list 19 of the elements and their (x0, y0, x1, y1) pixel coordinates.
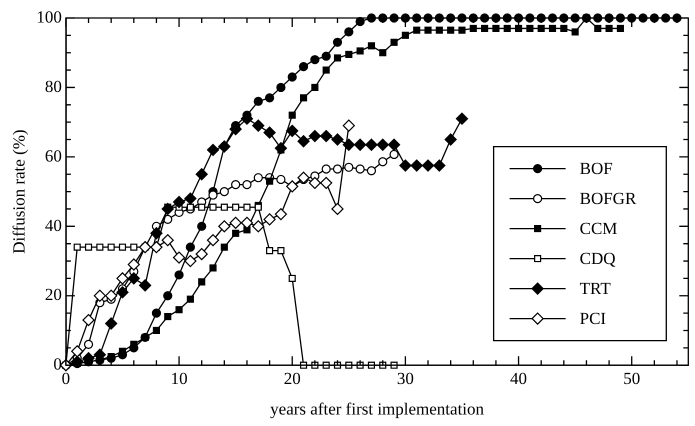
legend-label: CCM (580, 219, 618, 238)
legend-label: BOFGR (580, 189, 637, 208)
legend-label: PCI (580, 309, 606, 328)
x-tick-label: 50 (623, 368, 640, 388)
legend-label: TRT (580, 279, 612, 298)
y-tick-label: 80 (44, 76, 62, 96)
y-tick-label: 100 (36, 7, 62, 26)
legend-label: BOF (580, 159, 613, 178)
legend-label: CDQ (580, 249, 616, 268)
y-tick-label: 60 (44, 146, 62, 166)
x-tick-label: 10 (170, 368, 188, 388)
x-axis-title: years after first implementation (270, 399, 485, 418)
y-tick-label: 20 (44, 285, 62, 304)
x-tick-label: 20 (284, 368, 301, 388)
y-tick-label: 40 (44, 216, 62, 235)
y-tick-label: 0 (53, 354, 62, 374)
y-axis-title: Diffusion rate (%) (10, 129, 29, 254)
x-tick-label: 40 (510, 368, 528, 388)
x-tick-label: 30 (396, 368, 414, 388)
